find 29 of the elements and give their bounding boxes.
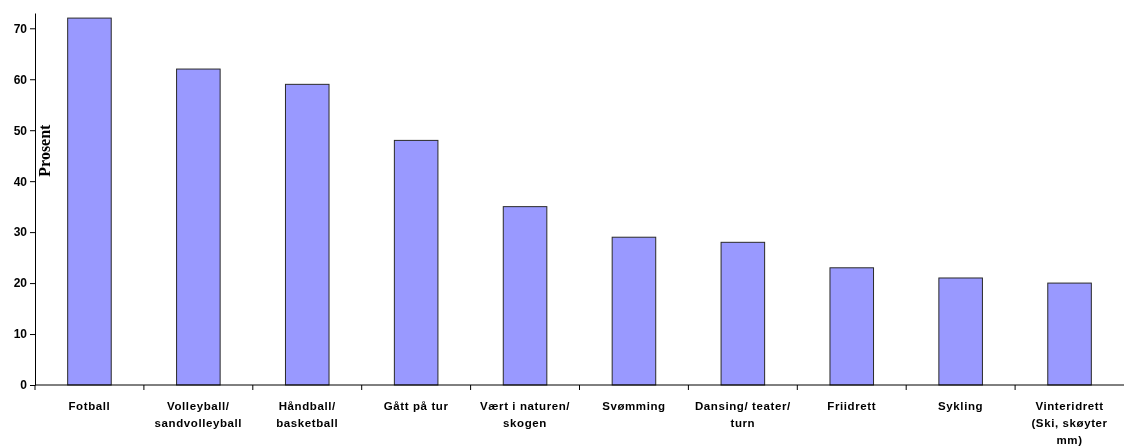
y-axis-title: Prosent <box>36 123 53 177</box>
bar <box>393 139 439 386</box>
bar <box>176 68 221 386</box>
x-tick-label: Friidrett <box>827 400 877 412</box>
bar <box>938 277 983 386</box>
x-tick-label: Fotball <box>68 400 111 412</box>
y-tick-label: 10 <box>13 327 28 342</box>
bar <box>502 206 548 386</box>
x-tick-label: Dansing/ teater/ turn <box>694 400 791 429</box>
y-tick-label: 70 <box>13 21 28 36</box>
y-tick-label: 0 <box>20 378 28 393</box>
bar <box>720 241 766 386</box>
bar <box>67 17 112 386</box>
bar <box>829 267 875 386</box>
x-tick-label: Vært i naturen/ skogen <box>479 400 571 429</box>
bar <box>284 83 330 386</box>
y-tick-label: 30 <box>13 225 28 240</box>
y-tick-label: 60 <box>13 72 28 87</box>
x-tick-label: Håndball/ basketball <box>276 400 339 429</box>
x-tick-label: Svømming <box>602 400 666 412</box>
x-tick-label: Gått på tur <box>383 400 449 412</box>
bar <box>1047 282 1092 386</box>
x-tick-label: Volleyball/ sandvolleyball <box>154 400 243 429</box>
y-tick-label: 40 <box>13 174 28 189</box>
bar <box>611 236 657 386</box>
y-tick-label: 20 <box>13 276 28 291</box>
y-tick-label: 50 <box>13 123 28 138</box>
x-tick-label: Vinteridrett (Ski, skøyter mm) <box>1031 400 1108 446</box>
x-tick-label: Sykling <box>938 400 984 412</box>
